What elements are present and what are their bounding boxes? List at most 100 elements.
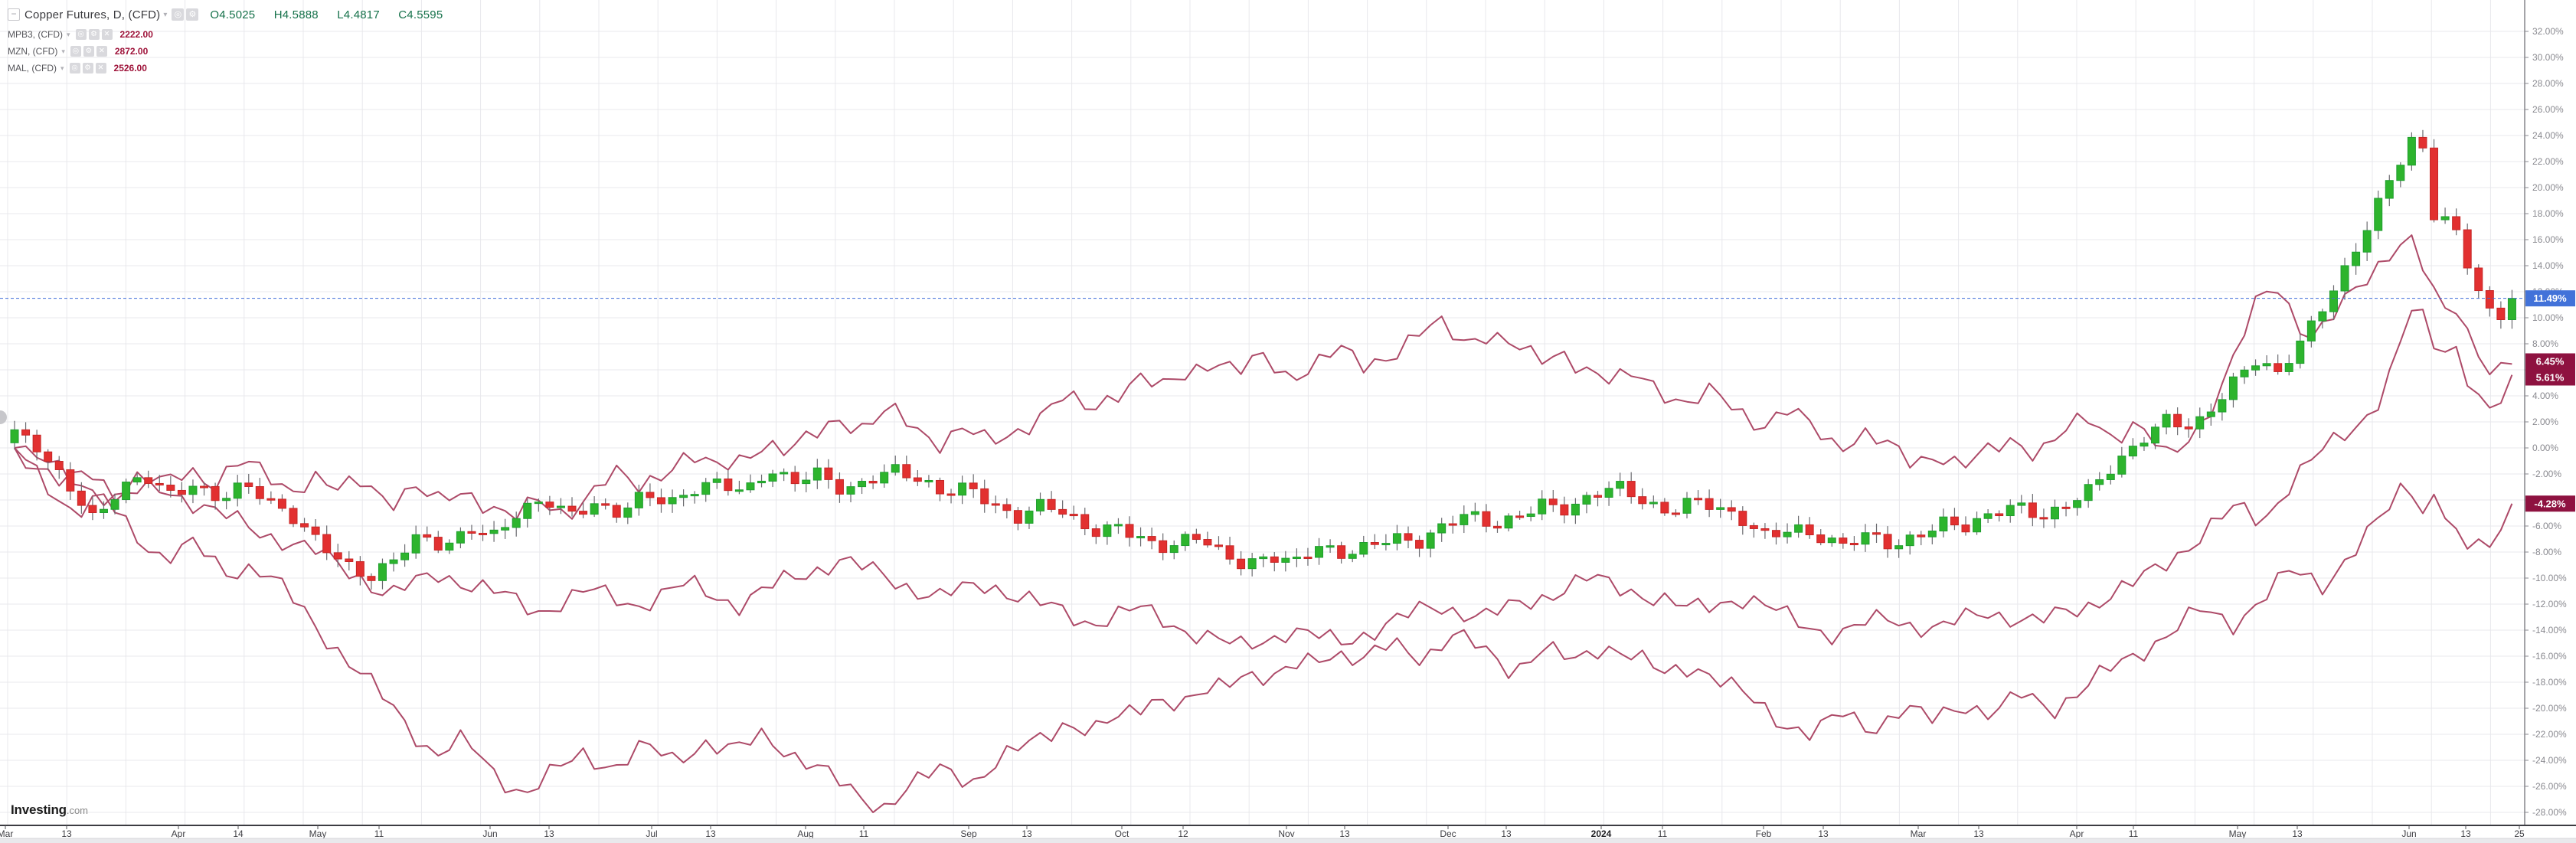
x-axis-label: Mar (0, 828, 13, 839)
x-axis-label: Mar (1911, 828, 1927, 839)
y-axis-label: 8.00% (2532, 338, 2558, 349)
x-axis-label: 12 (1178, 828, 1188, 839)
compare-last-value: 2222.00 (119, 29, 153, 40)
y-axis-label: -10.00% (2532, 573, 2567, 583)
brand-text: Investing (11, 802, 67, 817)
svg-text:-4.28%: -4.28% (2534, 498, 2566, 509)
legend-main-row: − Copper Futures, D, (CFD) ▾ ◎ ⚙ O4.5025… (8, 5, 458, 25)
price-badge: -4.28% (2525, 495, 2575, 512)
chevron-down-icon[interactable]: ▾ (163, 10, 168, 19)
investing-logo: Investing.com (11, 802, 88, 818)
x-axis-label: May (2229, 828, 2247, 839)
compare-symbol-label[interactable]: MZN, (CFD) (8, 46, 58, 57)
close-icon[interactable]: ✕ (95, 63, 106, 74)
x-axis-label: 13 (1339, 828, 1350, 839)
close-icon[interactable]: ✕ (96, 46, 107, 57)
y-axis-label: 16.00% (2532, 234, 2564, 245)
legend: − Copper Futures, D, (CFD) ▾ ◎ ⚙ O4.5025… (8, 5, 458, 77)
low-value: L4.4817 (337, 8, 380, 21)
gear-icon[interactable]: ⚙ (186, 8, 199, 21)
gear-icon[interactable]: ⚙ (83, 46, 94, 57)
eye-icon[interactable]: ◎ (69, 63, 80, 74)
compare-lines (14, 234, 2513, 813)
x-axis-label: Jun (2401, 828, 2416, 839)
y-axis-label: -16.00% (2532, 651, 2567, 662)
y-axis-label: -12.00% (2532, 599, 2567, 609)
y-axis-label: 22.00% (2532, 156, 2564, 167)
x-axis-label: 13 (61, 828, 72, 839)
compare-symbol-label[interactable]: MAL, (CFD) (8, 63, 57, 74)
x-axis-label: Apr (2070, 828, 2084, 839)
close-icon[interactable]: ✕ (101, 29, 113, 40)
y-axis-label: 26.00% (2532, 104, 2564, 115)
gear-icon[interactable]: ⚙ (82, 63, 93, 74)
y-axis-label: 10.00% (2532, 312, 2564, 323)
eye-icon[interactable]: ◎ (70, 46, 81, 57)
x-axis-label: Nov (1278, 828, 1294, 839)
x-axis-label: Jul (646, 828, 657, 839)
x-axis-label: Sep (960, 828, 977, 839)
y-axis-label: -24.00% (2532, 755, 2567, 766)
toolbar-tab-icon[interactable] (0, 410, 7, 424)
compare-line-mpb3 (14, 234, 2512, 521)
y-axis-label: 24.00% (2532, 130, 2564, 141)
y-axis-label: 28.00% (2532, 78, 2564, 89)
compare-line-mal (14, 309, 2513, 650)
compare-line-mzn (14, 447, 2513, 813)
y-axis-label: 0.00% (2532, 443, 2558, 453)
y-axis-label: -22.00% (2532, 729, 2567, 740)
price-badge: 5.61% (2525, 369, 2575, 386)
x-axis-label: Aug (797, 828, 813, 839)
x-axis-label: 11 (2129, 828, 2139, 839)
y-axis-label: 30.00% (2532, 52, 2564, 63)
high-value: H4.5888 (273, 8, 319, 21)
y-axis[interactable]: 32.00% 30.00% 28.00% 26.00% 24.00% 22.00% 20.0… (2524, 0, 2576, 843)
x-axis-label: 13 (2460, 828, 2471, 839)
x-axis-label: 2024 (1591, 828, 1612, 839)
y-axis-label: -8.00% (2532, 547, 2561, 557)
price-badge: 6.45% (2525, 353, 2575, 370)
grid (0, 0, 2525, 825)
x-axis[interactable]: Mar 13 Apr 14 May 11 Jun 13 Jul 13 Aug 11 Sep 13 Oct 12… (0, 825, 2576, 843)
chevron-down-icon[interactable]: ▾ (61, 47, 65, 55)
chevron-down-icon[interactable]: ▾ (60, 64, 64, 72)
y-axis-label: -14.00% (2532, 625, 2567, 636)
y-axis-label: 4.00% (2532, 390, 2558, 401)
compare-row-mzn: MZN, (CFD) ▾ ◎ ⚙ ✕ 2872.00 (8, 43, 458, 60)
y-axis-label: -28.00% (2532, 807, 2567, 818)
x-axis-label: May (309, 828, 327, 839)
x-axis-label: Apr (172, 828, 186, 839)
x-axis-label: 13 (705, 828, 716, 839)
x-axis-label: 13 (1818, 828, 1829, 839)
y-axis-label: 14.00% (2532, 260, 2564, 271)
svg-text:11.49%: 11.49% (2533, 292, 2567, 304)
y-axis-label: -20.00% (2532, 703, 2567, 714)
compare-last-value: 2526.00 (113, 63, 147, 74)
x-axis-label: 13 (1973, 828, 1984, 839)
brand-suffix: .com (66, 805, 88, 816)
open-value: O4.5025 (210, 8, 256, 21)
x-axis-label: 13 (1501, 828, 1512, 839)
close-value: C4.5595 (398, 8, 443, 21)
eye-icon[interactable]: ◎ (172, 8, 185, 21)
x-axis-label: 11 (374, 828, 384, 839)
y-axis-label: 2.00% (2532, 417, 2558, 427)
x-axis-label: Feb (1756, 828, 1772, 839)
y-axis-label: -18.00% (2532, 677, 2567, 688)
collapse-legend-icon[interactable]: − (8, 8, 20, 21)
x-axis-label: 14 (233, 828, 244, 839)
eye-icon[interactable]: ◎ (75, 29, 87, 40)
svg-text:6.45%: 6.45% (2536, 355, 2565, 367)
x-axis-label: Dec (1440, 828, 1456, 839)
gear-icon[interactable]: ⚙ (88, 29, 100, 40)
scrollbar-strip[interactable] (0, 838, 2576, 843)
symbol-title[interactable]: Copper Futures, D, (CFD) (25, 8, 161, 21)
svg-text:5.61%: 5.61% (2536, 371, 2565, 383)
x-axis-label: 11 (859, 828, 869, 839)
compare-symbol-label[interactable]: MPB3, (CFD) (8, 29, 63, 40)
price-badge: 11.49% (2525, 290, 2575, 307)
chevron-down-icon[interactable]: ▾ (67, 30, 70, 38)
x-axis-label: 13 (2292, 828, 2303, 839)
x-axis-label: 25 (2514, 828, 2525, 839)
